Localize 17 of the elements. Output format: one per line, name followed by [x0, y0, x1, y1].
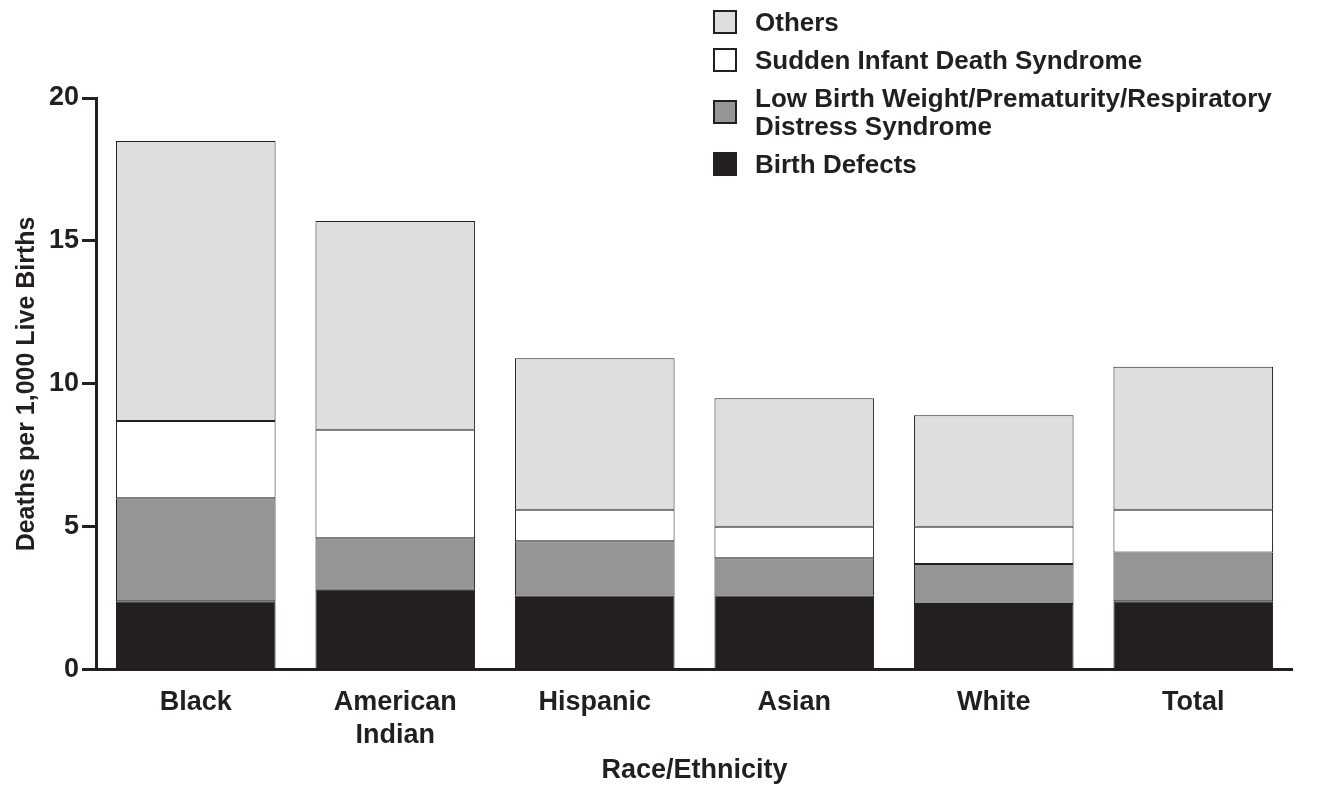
x-tick-label: Asian — [757, 686, 832, 717]
x-tick-label: American Indian — [333, 686, 457, 749]
y-tick-label: 20 — [48, 81, 80, 112]
x-tick-label: Hispanic — [538, 686, 652, 717]
legend-label: Sudden Infant Death Syndrome — [755, 45, 1144, 75]
x-tick-label: White — [957, 686, 1031, 717]
legend-label: Birth Defects — [755, 149, 918, 179]
y-tick-label: 5 — [64, 510, 80, 541]
y-axis-title: Deaths per 1,000 Live Births — [10, 216, 39, 552]
y-tick-label: 15 — [48, 224, 80, 255]
legend-label: Others — [755, 7, 840, 37]
x-tick-label: Black — [159, 686, 233, 717]
legend-label: Low Birth Weight/Prematurity/Respiratory Distress Syndrome — [755, 83, 1273, 141]
x-tick-label: Total — [1162, 686, 1225, 717]
y-tick-label: 0 — [64, 653, 80, 684]
y-tick-label: 10 — [48, 367, 80, 398]
x-axis-title: Race/Ethnicity — [601, 754, 788, 785]
